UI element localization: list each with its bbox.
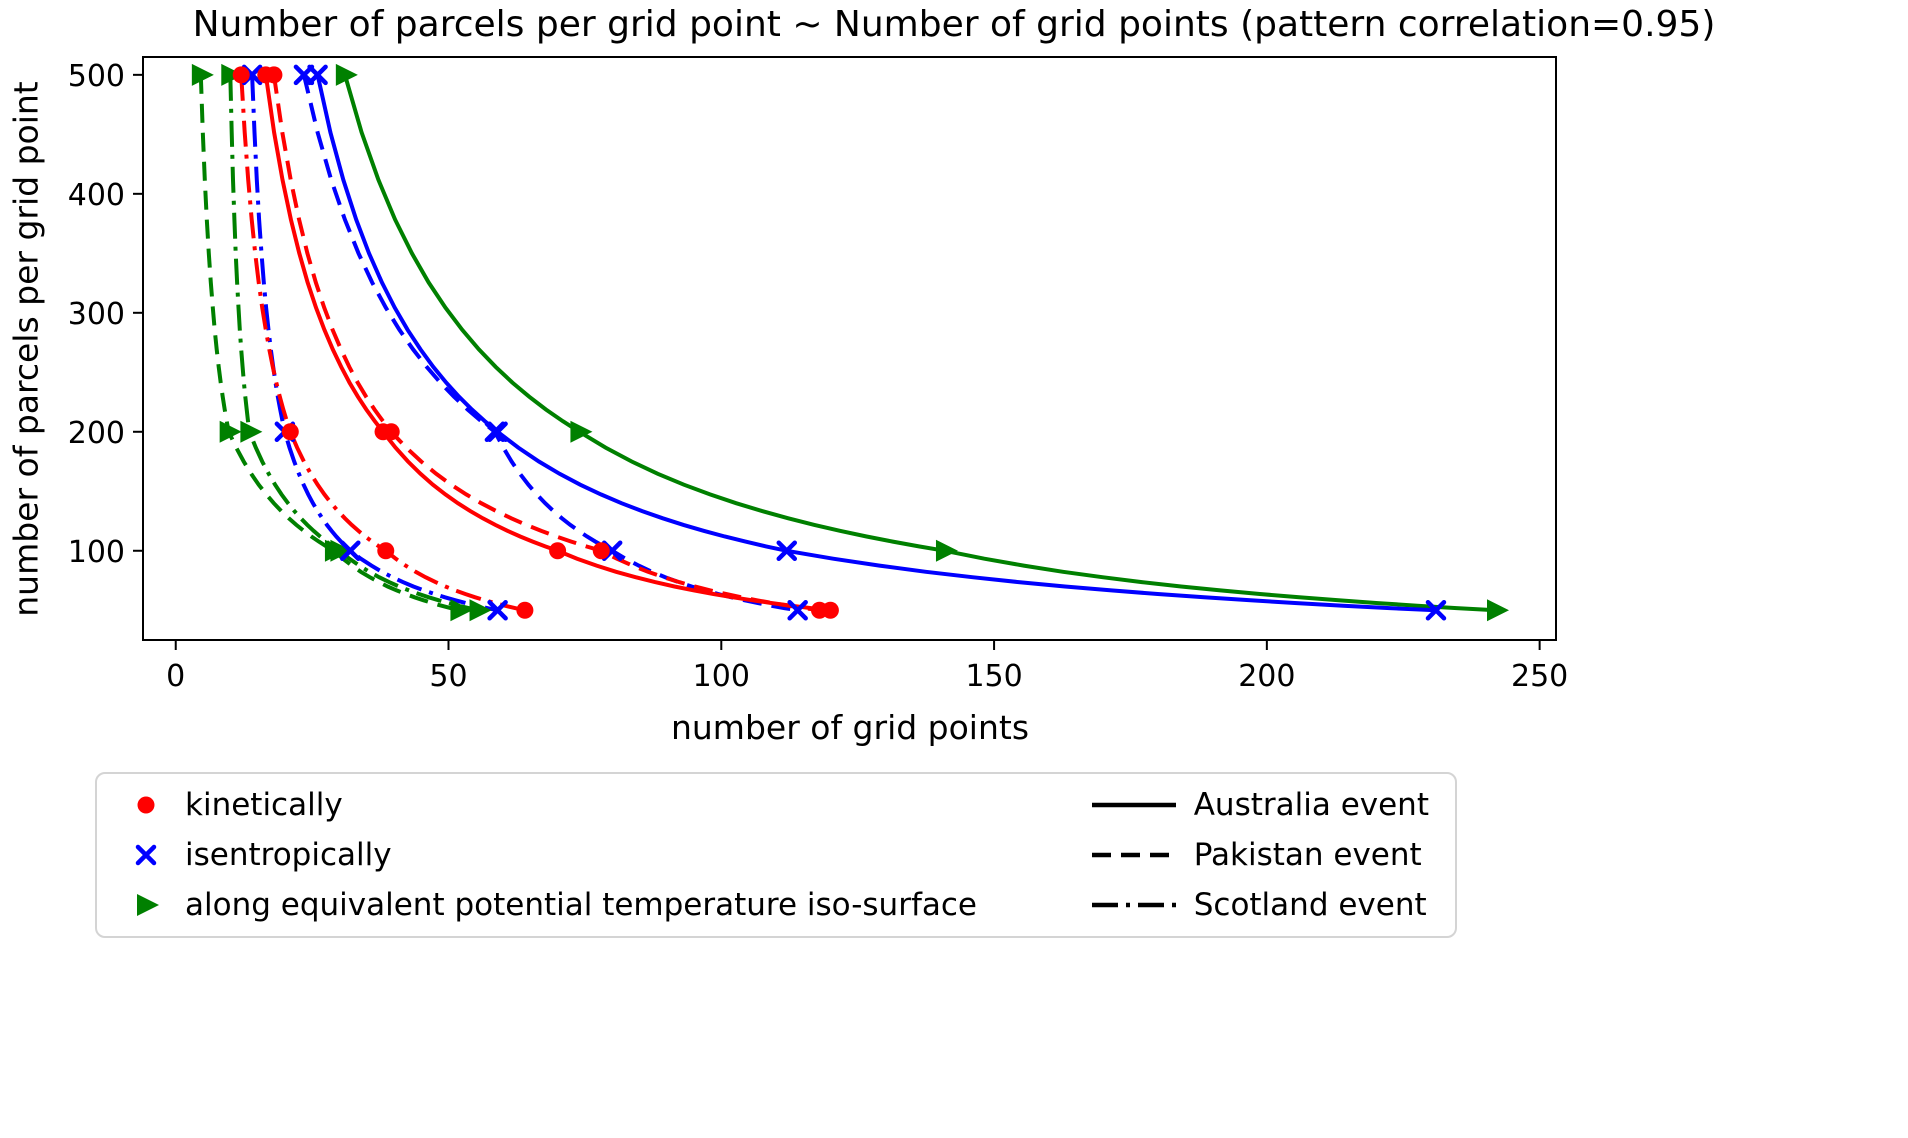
- triangle-right-marker-green-dashdot: [469, 599, 492, 622]
- legend-line-column: Australia event Pakistan event Scotland ev…: [1090, 780, 1429, 930]
- legend-item-pakistan-event: Pakistan event: [1090, 837, 1429, 873]
- y-tick-label: 500: [68, 59, 125, 94]
- circle-marker-red-dashdot: [516, 601, 534, 619]
- legend-x-marker-icon: [135, 844, 157, 866]
- y-tick-label: 100: [68, 535, 125, 570]
- legend-item-along-equivalent-potential-temperature-iso-surfa: along equivalent potential temperature i…: [123, 887, 977, 923]
- x-tick-label: 100: [693, 659, 750, 694]
- x-marker-blue-dashdot: [340, 540, 361, 562]
- legend: kinetically isentropically along equivalen…: [95, 772, 1457, 938]
- circle-marker-red-dashdot: [281, 423, 299, 441]
- triangle-right-marker-green-dashed: [450, 599, 473, 622]
- circle-marker-red-dashdot: [232, 66, 250, 84]
- x-tick-label: 250: [1511, 659, 1568, 694]
- legend-item-scotland-event: Scotland event: [1090, 887, 1429, 923]
- triangle-right-marker-green-dashed: [219, 420, 242, 443]
- series-line-red-dashed: [271, 74, 820, 613]
- y-tick-label: 300: [68, 297, 125, 332]
- legend-dashdot-line-icon: [1091, 902, 1176, 908]
- triangle-right-marker-green-dashdot: [240, 420, 263, 443]
- x-axis-label: number of grid points: [670, 708, 1030, 747]
- legend-solid-line-icon: [1091, 802, 1176, 808]
- chart-title: Number of parcels per grid point ~ Numbe…: [192, 4, 1716, 45]
- series-line-blue-dashdot: [250, 74, 499, 613]
- x-tick-label: 50: [429, 659, 467, 694]
- plot-svg: 0 50 100 150 200 250 100 200 300 400 500: [68, 56, 1568, 694]
- legend-item-label: isentropically: [185, 837, 392, 873]
- legend-triangle-right-marker-icon: [137, 894, 159, 916]
- x-marker-blue-dashed: [787, 600, 808, 621]
- x-marker-blue-solid: [1425, 600, 1447, 621]
- circle-marker: [137, 796, 155, 814]
- legend-item-kinetically: kinetically: [123, 787, 977, 823]
- x-marker-blue-dashed: [293, 64, 315, 86]
- x-tick-label: 0: [166, 659, 185, 694]
- series-line-red-dashdot: [239, 74, 526, 613]
- x-marker-blue-dashed: [484, 421, 506, 443]
- triangle-right-marker: [137, 894, 159, 916]
- circle-marker-red-dashed: [265, 66, 283, 84]
- x-marker: [135, 844, 157, 866]
- circle-marker-red-dashed: [592, 542, 610, 560]
- x-tick-label: 200: [1238, 659, 1295, 694]
- legend-item-label: Scotland event: [1193, 887, 1427, 923]
- triangle-right-marker-green-solid: [570, 420, 593, 443]
- series-line-green-dashdot: [228, 74, 479, 613]
- triangle-right-marker-green-solid: [335, 63, 358, 86]
- y-tick-label: 200: [68, 416, 125, 451]
- legend-item-label: along equivalent potential temperature i…: [185, 887, 977, 923]
- triangle-right-marker-green-dashdot: [330, 539, 353, 562]
- legend-circle-marker-icon: [137, 796, 155, 814]
- legend-marker-column: kinetically isentropically along equivalen…: [123, 780, 977, 930]
- y-tick-label: 400: [68, 178, 125, 213]
- circle-marker-red-solid: [549, 542, 567, 560]
- triangle-right-marker-green-solid: [1486, 599, 1509, 622]
- circle-marker-red-dashed: [382, 423, 400, 441]
- legend-item-label: Pakistan event: [1193, 837, 1422, 873]
- triangle-right-marker-green-dashed: [191, 63, 214, 86]
- plot-frame: [142, 56, 1557, 641]
- legend-item-australia-event: Australia event: [1090, 787, 1429, 823]
- triangle-right-marker-green-solid: [935, 539, 958, 562]
- y-axis-label: number of parcels per grid point: [6, 81, 46, 617]
- legend-item-label: kinetically: [185, 787, 343, 823]
- x-marker-blue-dashdot: [487, 600, 508, 621]
- triangle-right-marker-green-dashdot: [221, 63, 244, 86]
- legend-dashed-line-icon: [1091, 852, 1176, 858]
- series-line-blue-dashed: [301, 74, 799, 613]
- circle-marker-red-dashdot: [377, 542, 395, 560]
- x-tick-label: 150: [965, 659, 1022, 694]
- series-line-green-solid: [342, 74, 1497, 613]
- legend-item-isentropically: isentropically: [123, 837, 977, 873]
- series-line-red-solid: [263, 74, 831, 613]
- x-marker-blue-solid: [776, 540, 798, 562]
- legend-item-label: Australia event: [1193, 787, 1429, 823]
- series-line-blue-solid: [315, 74, 1437, 613]
- circle-marker-red-dashed: [810, 601, 828, 619]
- series-line-green-dashed: [198, 74, 460, 613]
